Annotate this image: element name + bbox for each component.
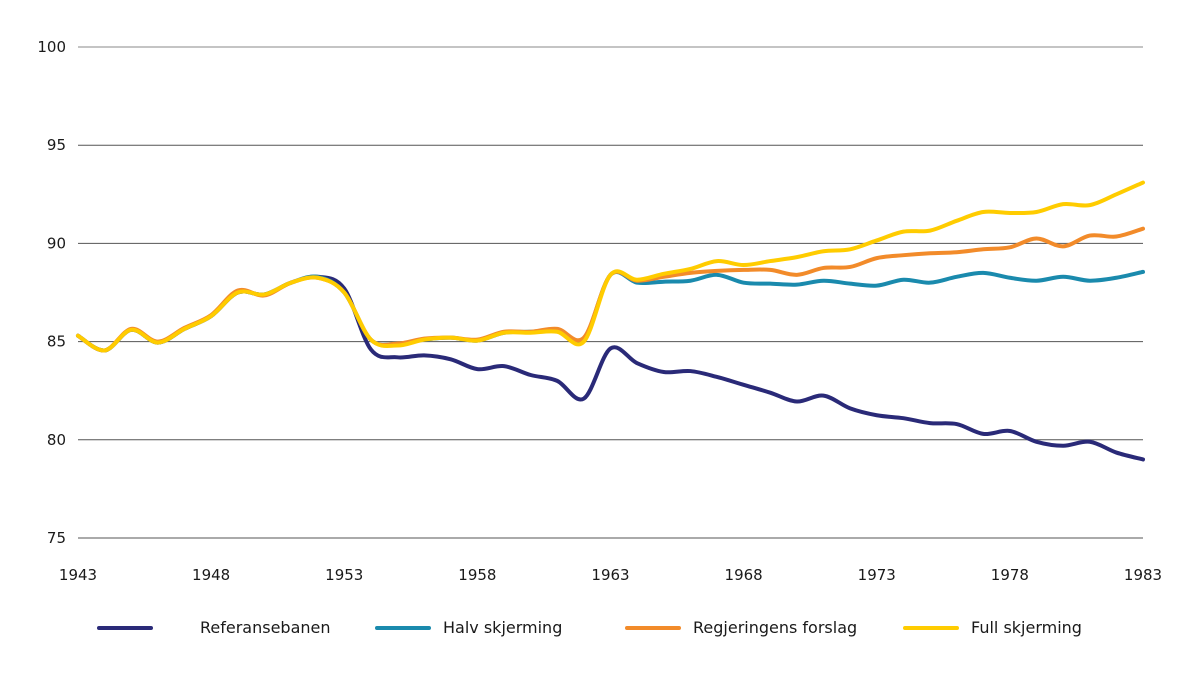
- y-tick-label: 95: [47, 136, 66, 154]
- series-line-regjeringens-forslag: [76, 226, 1145, 353]
- x-tick-label: 1963: [591, 566, 629, 584]
- x-tick-label: 1968: [725, 566, 763, 584]
- y-tick-label: 85: [47, 333, 66, 351]
- legend-swatch-halv-skjerming: [375, 626, 431, 630]
- y-tick-label: 90: [47, 234, 66, 252]
- legend-swatch-regjeringens-forslag: [625, 626, 681, 630]
- y-axis-tick-labels: 75 80 85 90 95 100: [37, 38, 66, 547]
- x-tick-label: 1973: [858, 566, 896, 584]
- x-tick-label: 1948: [192, 566, 230, 584]
- y-tick-label: 100: [37, 38, 66, 56]
- legend-label-regjeringens-forslag: Regjeringens forslag: [693, 618, 858, 637]
- series-line-referansebanen: [76, 274, 1145, 462]
- legend-label-halv-skjerming: Halv skjerming: [443, 618, 563, 637]
- series-line-full-skjerming: [76, 180, 1145, 353]
- legend-item-full-skjerming: [903, 612, 959, 644]
- series-line-halv-skjerming: [76, 269, 1145, 353]
- legend-item-regjeringens-forslag: [625, 612, 681, 644]
- x-tick-label: 1958: [458, 566, 496, 584]
- legend-swatch-referansebanen: [97, 626, 153, 630]
- legend-label-full-skjerming: Full skjerming: [971, 618, 1082, 637]
- x-tick-label: 1983: [1124, 566, 1162, 584]
- y-tick-label: 80: [47, 431, 66, 449]
- x-tick-label: 1978: [991, 566, 1029, 584]
- legend-swatch-full-skjerming: [903, 626, 959, 630]
- gridlines: [78, 46, 1143, 539]
- series-lines: [76, 180, 1145, 462]
- x-tick-label: 1943: [59, 566, 97, 584]
- legend-item-referansebanen: [97, 612, 153, 644]
- legend: Referansebanen Halv skjerming Regjeringe…: [0, 612, 1198, 644]
- y-tick-label: 75: [47, 529, 66, 547]
- legend-item-halv-skjerming: [375, 612, 431, 644]
- x-tick-label: 1953: [325, 566, 363, 584]
- legend-label-referansebanen: Referansebanen: [200, 618, 331, 637]
- x-axis-tick-labels: 1943 1948 1953 1958 1963 1968 1973 1978 1983: [59, 566, 1162, 584]
